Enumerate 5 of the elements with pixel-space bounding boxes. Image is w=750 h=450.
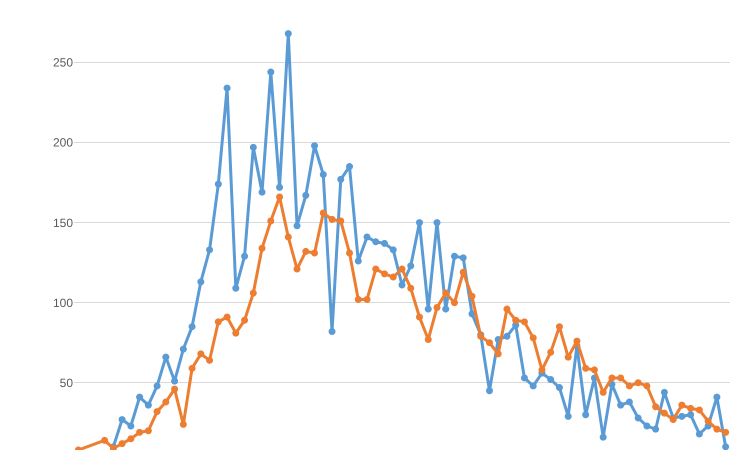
y-tick-label: 200 bbox=[52, 136, 74, 150]
y-tick-label: 50 bbox=[60, 376, 74, 390]
y-tick-label: 100 bbox=[52, 296, 74, 310]
y-tick-label: 250 bbox=[52, 56, 74, 70]
y-tick-label: 150 bbox=[52, 216, 74, 230]
